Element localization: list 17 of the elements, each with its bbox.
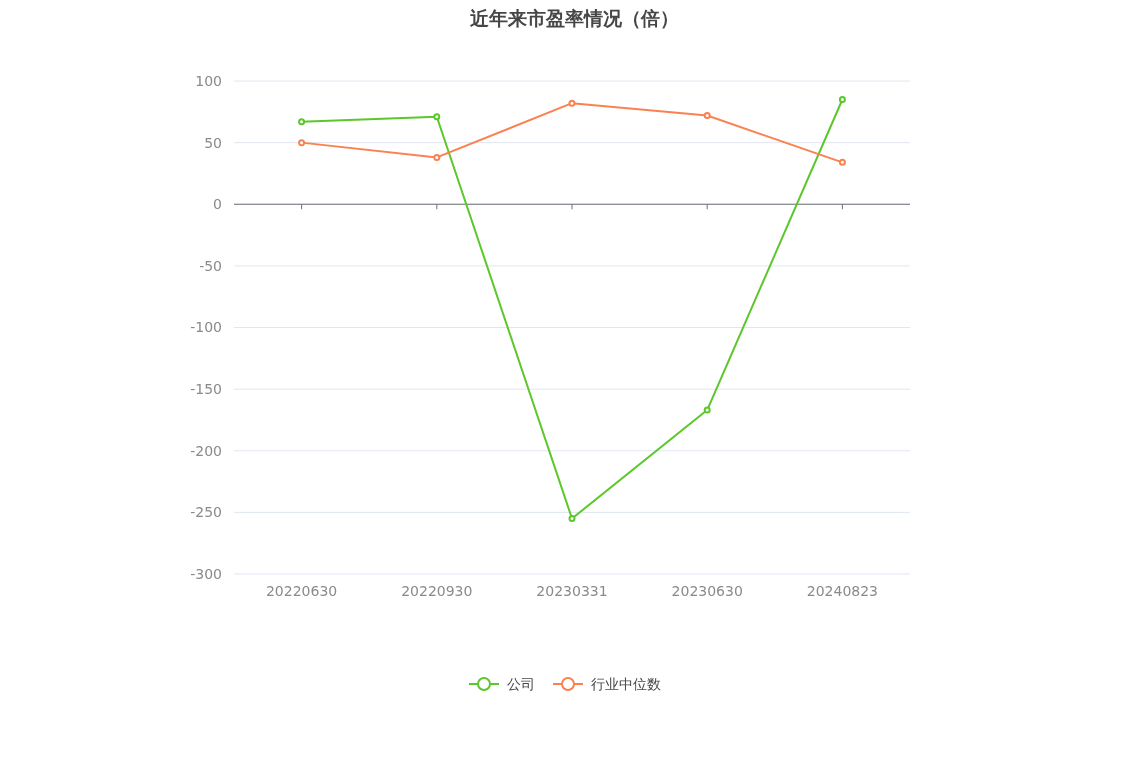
chart-title: 近年来市盈率情况（倍） [468,7,679,29]
x-tick-label: 20230331 [536,583,608,599]
y-tick-label: -300 [190,565,222,582]
y-tick-label: -100 [190,319,222,336]
x-tick-label: 20220930 [401,583,473,599]
x-tick-label: 20240823 [806,583,879,599]
y-tick-label: -200 [190,442,222,459]
y-tick-label: -150 [190,381,222,398]
y-tick-label: 0 [213,196,222,213]
x-tick-label: 20220630 [265,583,338,599]
legend-label: 行业中位数 [591,675,661,692]
legend-label: 公司 [507,675,535,692]
y-tick-label: 100 [195,72,222,89]
x-tick-label: 20230630 [671,583,743,599]
y-tick-label: -250 [190,504,222,521]
y-tick-label: -50 [199,257,222,274]
y-tick-label: 50 [204,134,222,151]
